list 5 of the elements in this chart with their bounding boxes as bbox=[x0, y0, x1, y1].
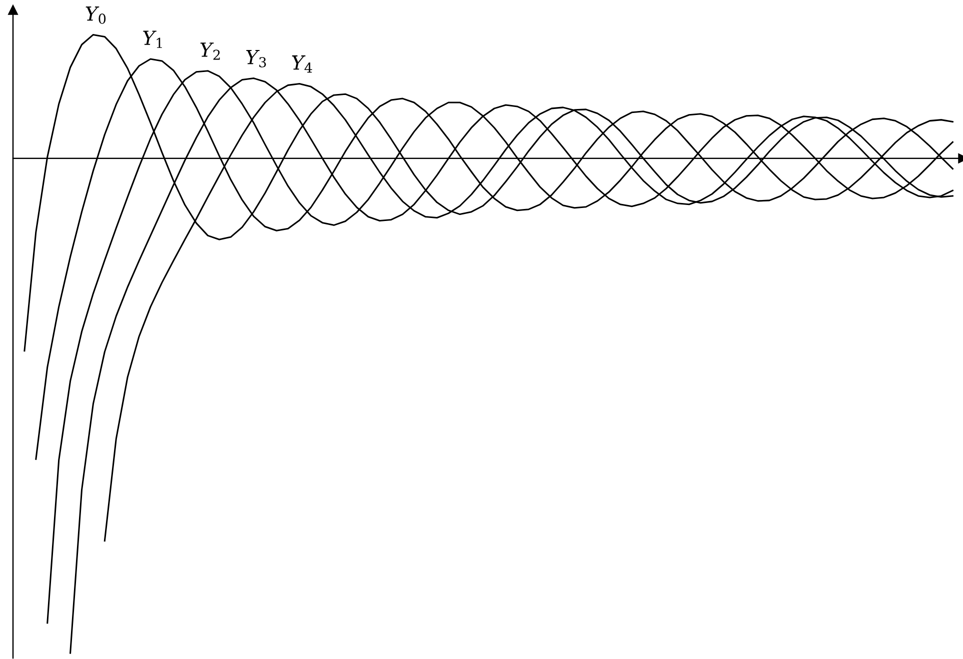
series-label: Y$_{1}$ bbox=[143, 30, 162, 48]
series-label: Y$_{2}$ bbox=[200, 42, 220, 60]
series-label: Y$_{3}$ bbox=[246, 50, 266, 68]
series-label: Y$_{0}$ bbox=[86, 6, 106, 24]
series-label: Y$_{4}$ bbox=[292, 55, 312, 73]
